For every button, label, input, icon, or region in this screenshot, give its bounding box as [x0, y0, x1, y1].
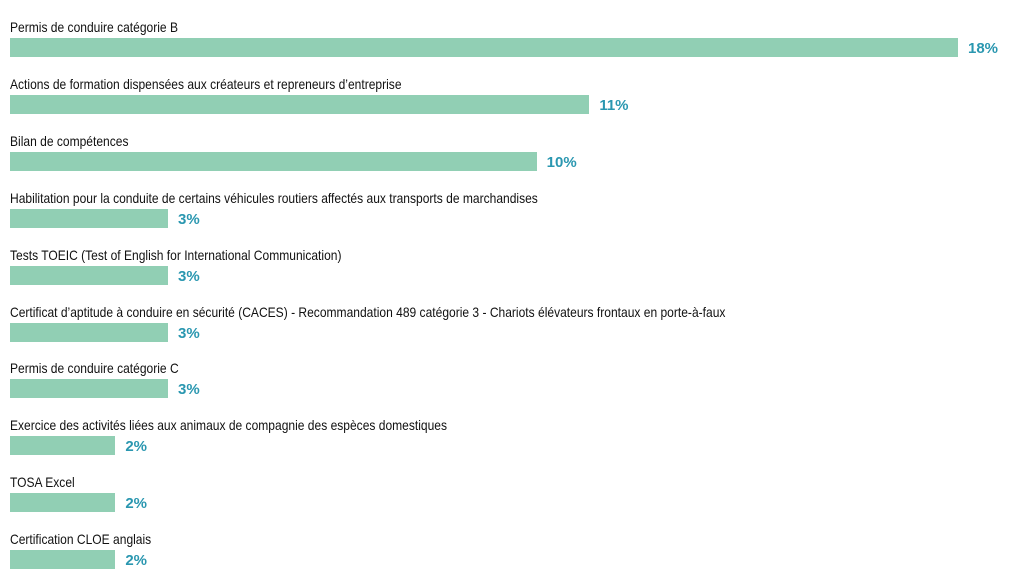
value-label: 3%	[178, 381, 200, 399]
bar-row: Actions de formation dispensées aux créa…	[10, 75, 1010, 132]
bar-row: Tests TOEIC (Test of English for Interna…	[10, 246, 1010, 303]
category-label: Certificat d’aptitude à conduire en sécu…	[10, 303, 726, 320]
bar	[10, 208, 168, 228]
category-label: TOSA Excel	[10, 474, 75, 491]
bar	[10, 151, 537, 171]
bar	[10, 322, 168, 342]
bar	[10, 265, 168, 285]
category-label: Permis de conduire catégorie C	[10, 360, 179, 377]
category-label: Bilan de compétences	[10, 132, 129, 149]
bar-row: TOSA Excel 2%	[10, 473, 1010, 530]
bar	[10, 94, 590, 114]
value-label: 2%	[125, 438, 148, 456]
value-label: 3%	[178, 267, 200, 285]
bar	[10, 436, 116, 456]
category-label: Permis de conduire catégorie B	[10, 19, 178, 35]
category-label: Certification CLOE anglais	[10, 531, 152, 548]
category-label: Actions de formation dispensées aux créa…	[10, 75, 402, 92]
bar-row: Certification CLOE anglais 2%	[10, 530, 1010, 587]
bar-row: Certificat d’aptitude à conduire en sécu…	[10, 303, 1010, 360]
value-label: 3%	[178, 210, 200, 228]
value-label: 10%	[546, 153, 577, 171]
category-label: Habilitation pour la conduite de certain…	[10, 189, 538, 206]
value-label: 2%	[125, 495, 148, 513]
bar-row: Permis de conduire catégorie B 18%	[10, 18, 1010, 75]
bar-row: Bilan de compétences 10%	[10, 132, 1010, 189]
bar	[10, 38, 958, 57]
value-label: 3%	[178, 324, 200, 342]
value-label: 11%	[599, 96, 629, 114]
value-label: 2%	[125, 552, 148, 570]
category-label: Tests TOEIC (Test of English for Interna…	[10, 246, 342, 263]
bar-row: Habilitation pour la conduite de certain…	[10, 189, 1010, 246]
category-label: Exercice des activités liées aux animaux…	[10, 417, 448, 434]
value-label: 18%	[968, 40, 999, 57]
bar	[10, 493, 116, 513]
bar-row: Exercice des activités liées aux animaux…	[10, 416, 1010, 473]
bar	[10, 550, 116, 570]
bar-row: Permis de conduire catégorie C 3%	[10, 359, 1010, 416]
bar	[10, 379, 168, 399]
